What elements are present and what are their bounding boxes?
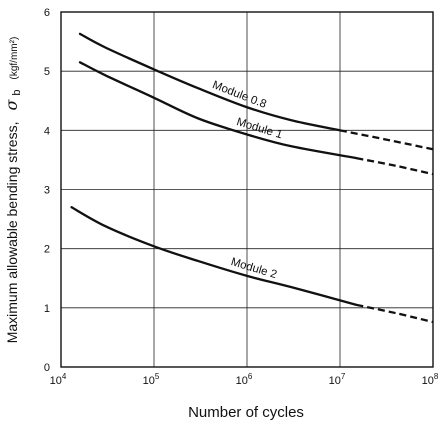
x-tick-exponent: 7 [341, 372, 346, 381]
x-tick-base: 10 [143, 375, 155, 387]
x-tick-base: 10 [50, 375, 62, 387]
y-axis-title-text: Maximum allowable bending stress, [4, 122, 20, 344]
series-line-module-1 [78, 61, 358, 160]
x-tick-label: 108 [422, 372, 439, 387]
x-tick-exponent: 4 [62, 372, 67, 381]
y-tick-label: 5 [44, 66, 50, 78]
series-line-module-2 [70, 206, 358, 307]
y-tick-label: 2 [44, 244, 50, 256]
y-tick-label: 0 [44, 362, 50, 374]
series-extrapolation-module-2 [356, 303, 434, 324]
x-tick-base: 10 [329, 375, 341, 387]
y-axis-title: Maximum allowable bending stress, σ b (k… [2, 37, 24, 344]
y-tick-label: 6 [44, 7, 50, 19]
y-axis-title-subscript: b [11, 89, 23, 95]
y-tick-label: 3 [44, 185, 50, 197]
y-tick-label: 1 [44, 303, 50, 315]
series-curves [70, 32, 434, 324]
y-tick-label: 4 [44, 125, 50, 137]
x-tick-exponent: 8 [434, 372, 439, 381]
x-tick-label: 104 [50, 372, 67, 387]
plot-frame [60, 11, 434, 368]
x-axis-title: Number of cycles [188, 404, 304, 421]
y-axis-title-unit: (kgf/mm²) [9, 37, 20, 80]
series-extrapolation-module-1 [356, 157, 434, 176]
series-line-module-0-8 [78, 32, 342, 132]
grid [60, 11, 434, 368]
x-tick-base: 10 [236, 375, 248, 387]
x-tick-label: 106 [236, 372, 253, 387]
x-tick-label: 107 [329, 372, 346, 387]
series-label-module-0-8: Module 0.8 [211, 79, 268, 111]
x-tick-base: 10 [422, 375, 434, 387]
x-tick-exponent: 6 [248, 372, 253, 381]
x-tick-label: 105 [143, 372, 160, 387]
x-tick-exponent: 5 [155, 372, 160, 381]
y-axis-title-symbol: σ [2, 99, 21, 111]
series-extrapolation-module-0-8 [339, 129, 434, 151]
